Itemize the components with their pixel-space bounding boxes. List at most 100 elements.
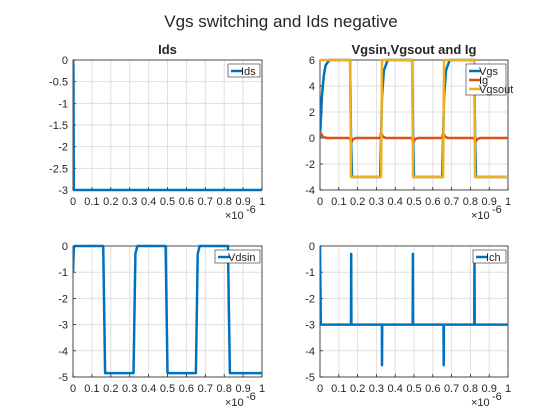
- chart-panel-4: 0 0.1 0.2 0.3 0.4 0.5 0.6 0.7 0.8 0.9 1 0 -1 -2 -3 -4 -5…: [305, 241, 511, 409]
- x-tick-label: 1: [259, 196, 265, 208]
- x-tick-label: 1: [505, 196, 511, 208]
- x-tick-label: 0: [70, 383, 76, 395]
- x-tick-label: 0: [317, 196, 323, 208]
- y-tick-label: -2: [58, 142, 68, 154]
- y-tick-label: -3: [58, 320, 68, 332]
- y-tick-label: -2: [58, 293, 68, 305]
- series-line-ich: [320, 245, 508, 367]
- x-tick-label: 0.7: [444, 383, 459, 395]
- x-tick-label: 0.3: [122, 383, 137, 395]
- x-tick-label: 0.5: [406, 383, 421, 395]
- x-tick-label: 0.2: [103, 196, 118, 208]
- x-tick-label: 0.8: [463, 383, 478, 395]
- legend-label: Ig: [479, 75, 488, 87]
- y-tick-label: -1.5: [49, 120, 68, 132]
- y-tick-label: -4: [58, 346, 68, 358]
- chart-panel-1: 0 0.1 0.2 0.3 0.4 0.5 0.6 0.7 0.8 0.9 1 0 -0.5 -1 -1.5…: [49, 42, 265, 222]
- legend-label: Vgsout: [479, 84, 513, 96]
- x-tick-label: 0.2: [103, 383, 118, 395]
- legend-label: Vgs: [479, 66, 498, 78]
- y-tick-label: -0.5: [49, 77, 68, 89]
- legend-box: [227, 63, 261, 78]
- x-tick-label: 0.3: [369, 196, 384, 208]
- y-tick-label: -3: [58, 185, 68, 197]
- legend: Vdsin: [214, 249, 261, 264]
- x-exponent-power: -6: [246, 391, 256, 403]
- y-tick-label: -2.5: [49, 163, 68, 175]
- x-tick-label: 0.1: [84, 196, 99, 208]
- y-tick-label: -4: [305, 185, 315, 197]
- y-tick-label: -1: [58, 267, 68, 279]
- x-tick-label: 0.6: [179, 383, 194, 395]
- y-tick-label: 0: [309, 241, 315, 253]
- legend: Ids: [227, 63, 261, 78]
- x-exponent-power: -6: [246, 204, 256, 216]
- x-exponent-power: -6: [492, 391, 502, 403]
- x-tick-label: 0.9: [482, 196, 497, 208]
- x-tick-label: 0.4: [141, 383, 156, 395]
- y-tick-label: -1: [305, 267, 315, 279]
- x-tick-label: 0.3: [369, 383, 384, 395]
- legend: Ich: [472, 249, 507, 264]
- x-tick-label: 0.9: [235, 196, 250, 208]
- y-tick-label: 0: [62, 55, 68, 67]
- legend-box: [214, 249, 261, 264]
- x-exponent-label: ×10: [471, 210, 490, 222]
- x-exponent-label: ×10: [225, 210, 244, 222]
- figure-title: Vgs switching and Ids negative: [164, 12, 397, 31]
- series-line-vdsin: [73, 244, 262, 375]
- y-tick-label: -4: [305, 346, 315, 358]
- x-exponent-power: -6: [492, 204, 502, 216]
- x-tick-label: 0.2: [350, 383, 365, 395]
- y-tick-label: -5: [58, 372, 68, 384]
- y-tick-label: 2: [309, 107, 315, 119]
- y-tick-label: -2: [305, 293, 315, 305]
- x-tick-label: 0.4: [388, 383, 403, 395]
- x-exponent-label: ×10: [225, 397, 244, 409]
- x-tick-label: 1: [505, 383, 511, 395]
- x-tick-label: 0.5: [406, 196, 421, 208]
- chart-title: Ids: [158, 42, 177, 57]
- y-tick-label: 0: [62, 241, 68, 253]
- y-tick-label: -1: [58, 98, 68, 110]
- x-tick-label: 0.4: [141, 196, 156, 208]
- x-tick-label: 1: [259, 383, 265, 395]
- x-tick-label: 0.3: [122, 196, 137, 208]
- legend-box: [472, 249, 507, 264]
- series-line-ids: [73, 59, 262, 192]
- y-tick-label: -5: [305, 372, 315, 384]
- chart-panel-2: 0 0.1 0.2 0.3 0.4 0.5 0.6 0.7 0.8 0.9 1 6 4 2 0 -2 -4 ×10…: [305, 42, 513, 222]
- x-tick-label: 0.1: [331, 383, 346, 395]
- x-tick-label: 0.1: [331, 196, 346, 208]
- x-tick-label: 0.7: [198, 383, 213, 395]
- x-tick-label: 0.7: [198, 196, 213, 208]
- x-tick-label: 0.2: [350, 196, 365, 208]
- x-tick-label: 0.8: [217, 383, 232, 395]
- x-tick-label: 0.7: [444, 196, 459, 208]
- x-tick-label: 0.8: [463, 196, 478, 208]
- x-tick-label: 0: [70, 196, 76, 208]
- x-tick-label: 0: [317, 383, 323, 395]
- x-tick-label: 0.5: [160, 383, 175, 395]
- chart-title: Vgsin,Vgsout and Ig: [352, 42, 477, 57]
- y-tick-label: -3: [305, 320, 315, 332]
- legend-label: Vdsin: [228, 252, 256, 264]
- x-tick-label: 0.6: [179, 196, 194, 208]
- x-tick-label: 0.9: [482, 383, 497, 395]
- y-tick-label: -2: [305, 159, 315, 171]
- chart-panel-3: 0 0.1 0.2 0.3 0.4 0.5 0.6 0.7 0.8 0.9 1 0 -1 -2 -3 -4 -5…: [58, 241, 265, 409]
- legend-label: Ich: [486, 252, 501, 264]
- x-tick-label: 0.9: [235, 383, 250, 395]
- legend-label: Ids: [241, 66, 256, 78]
- y-tick-label: 4: [309, 81, 315, 93]
- x-tick-label: 0.8: [217, 196, 232, 208]
- x-tick-label: 0.1: [84, 383, 99, 395]
- x-tick-label: 0.4: [388, 196, 403, 208]
- x-tick-label: 0.6: [425, 196, 440, 208]
- y-tick-label: 0: [309, 133, 315, 145]
- x-tick-label: 0.6: [425, 383, 440, 395]
- y-tick-label: 6: [309, 55, 315, 67]
- x-tick-label: 0.5: [160, 196, 175, 208]
